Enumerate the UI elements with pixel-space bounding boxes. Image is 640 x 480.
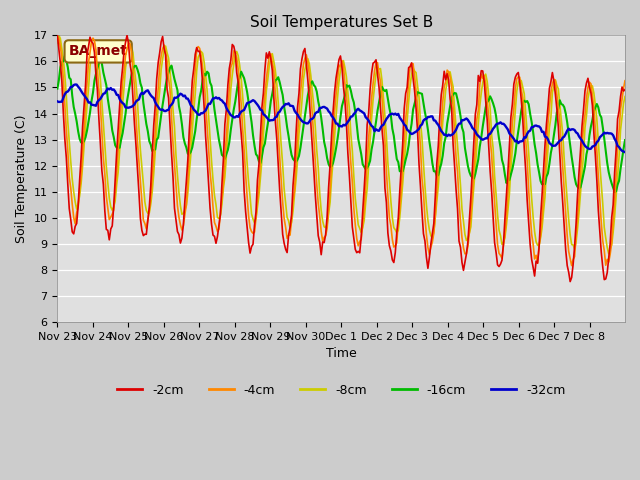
Text: BA_met: BA_met	[68, 44, 127, 59]
X-axis label: Time: Time	[326, 347, 356, 360]
Title: Soil Temperatures Set B: Soil Temperatures Set B	[250, 15, 433, 30]
Y-axis label: Soil Temperature (C): Soil Temperature (C)	[15, 114, 28, 243]
Legend: -2cm, -4cm, -8cm, -16cm, -32cm: -2cm, -4cm, -8cm, -16cm, -32cm	[112, 379, 570, 402]
